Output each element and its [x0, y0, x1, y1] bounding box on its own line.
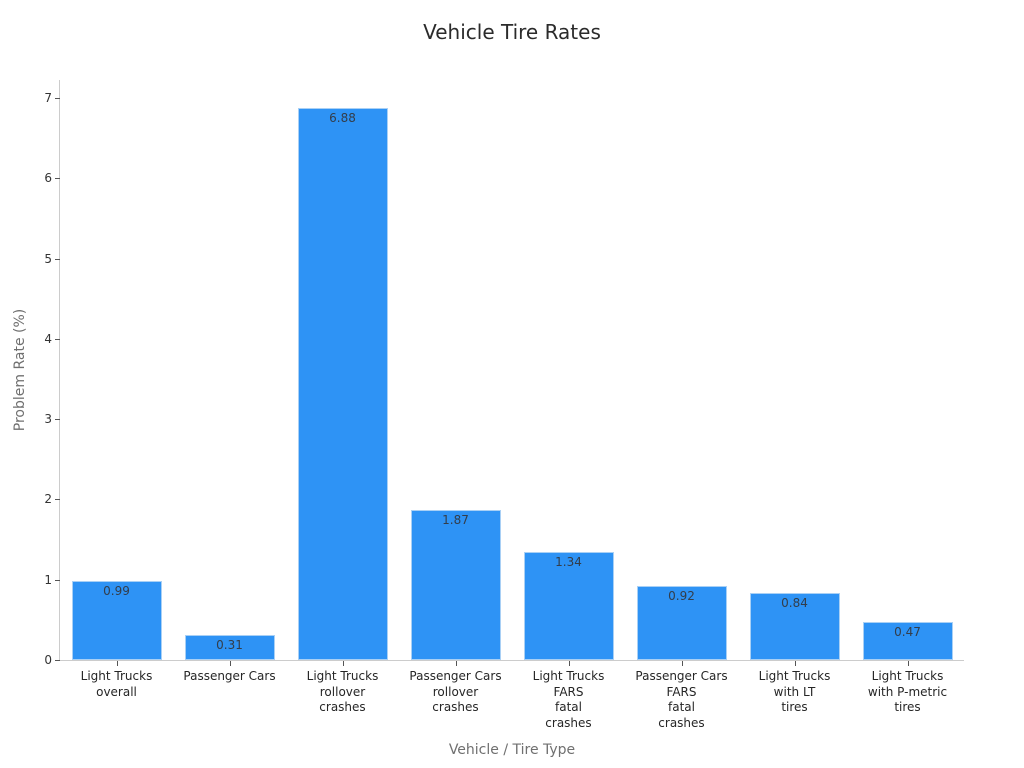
bar-value-label: 0.47	[894, 625, 921, 640]
y-tick-mark	[55, 338, 60, 340]
y-tick-mark	[55, 178, 60, 180]
y-tick-label: 3	[44, 412, 52, 427]
bar[interactable]: 1.34	[523, 552, 614, 660]
y-tick-label: 7	[44, 90, 52, 105]
x-tick-mark	[794, 661, 796, 666]
y-tick-mark	[55, 258, 60, 260]
x-tick-mark	[116, 661, 118, 666]
x-tick-label: Light Trucks rollover crashes	[306, 669, 379, 714]
x-axis-title: Vehicle / Tire Type	[448, 742, 576, 758]
x-axis-line	[59, 660, 964, 661]
chart-title: Vehicle Tire Rates	[423, 20, 601, 44]
bar-value-label: 1.87	[442, 512, 469, 527]
bar-value-label: 0.31	[216, 638, 243, 653]
x-tick-mark	[907, 661, 909, 666]
y-tick-label: 5	[44, 251, 52, 266]
x-tick-label: Light Trucks overall	[80, 669, 153, 699]
bar[interactable]: 0.47	[862, 622, 953, 660]
bar[interactable]: 0.31	[184, 635, 275, 660]
x-tick-label: Light Trucks with P-metric tires	[867, 669, 948, 714]
bar-value-label: 0.84	[781, 595, 808, 610]
x-tick-label: Passenger Cars rollover crashes	[409, 669, 502, 714]
bar-value-label: 6.88	[329, 110, 356, 125]
x-tick-mark	[455, 661, 457, 666]
y-tick-label: 2	[44, 492, 52, 507]
y-tick-label: 6	[44, 171, 52, 186]
bar-value-label: 0.92	[668, 589, 695, 604]
y-tick-mark	[55, 579, 60, 581]
y-tick-mark	[55, 660, 60, 661]
y-tick-label: 0	[44, 653, 52, 667]
bar[interactable]: 1.87	[410, 509, 501, 660]
bar[interactable]: 6.88	[297, 107, 388, 660]
y-tick-mark	[55, 499, 60, 501]
x-tick-mark	[681, 661, 683, 666]
y-tick-label: 4	[44, 331, 52, 346]
bar[interactable]: 0.99	[71, 580, 162, 660]
x-tick-label: Passenger Cars	[183, 669, 276, 683]
bar-value-label: 0.99	[103, 583, 130, 598]
y-tick-mark	[55, 419, 60, 421]
y-tick-label: 1	[44, 572, 52, 587]
bar-value-label: 1.34	[555, 555, 582, 570]
y-axis-line	[59, 80, 60, 661]
x-tick-label: Passenger Cars FARS fatal crashes	[635, 669, 728, 730]
x-tick-mark	[229, 661, 231, 666]
bar[interactable]: 0.92	[636, 586, 727, 660]
x-tick-label: Light Trucks FARS fatal crashes	[532, 669, 605, 730]
x-tick-label: Light Trucks with LT tires	[758, 669, 831, 714]
bar[interactable]: 0.84	[749, 592, 840, 660]
y-tick-mark	[55, 97, 60, 99]
x-tick-mark	[568, 661, 570, 666]
x-tick-mark	[342, 661, 344, 666]
